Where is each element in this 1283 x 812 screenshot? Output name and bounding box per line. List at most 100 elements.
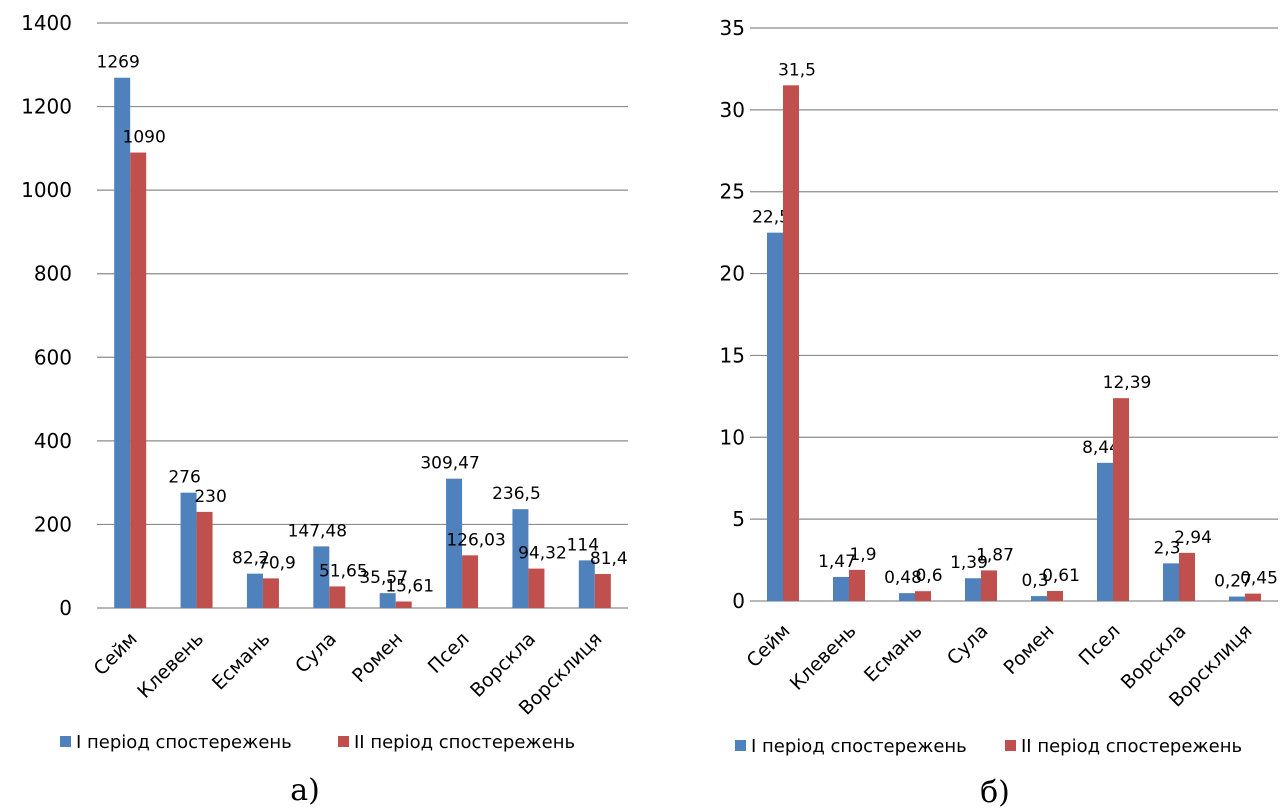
data-label: 82,2 <box>232 549 270 569</box>
chart-2: 0 5 10 15 20 25 30 35 22,5 31,5 Сейм 1,471,9 Клевень… <box>720 16 1278 810</box>
data-label: 0,45 <box>1240 569 1278 589</box>
bar-period-2 <box>196 511 213 608</box>
y-tick-label: 0 <box>732 589 745 613</box>
bar-period-1 <box>833 576 849 601</box>
chart-1: 0 200 400 600 800 1000 1200 1400 1269 1090 Сейм 276… <box>21 11 628 808</box>
y-tick-label: 35 <box>720 16 745 40</box>
data-label: 147,48 <box>288 521 347 541</box>
data-label: 12,39 <box>1103 373 1152 393</box>
data-label: 2,3 <box>1153 538 1180 558</box>
data-label: 81,4 <box>590 549 628 569</box>
y-tick-label: 600 <box>34 345 72 369</box>
bar-period-2 <box>262 578 279 608</box>
y-tick-label: 15 <box>720 343 745 367</box>
data-label: 8,44 <box>1082 438 1120 458</box>
bar-period-1 <box>180 492 197 608</box>
data-label: 0,6 <box>915 566 942 586</box>
x-category-label: Сула <box>291 628 341 678</box>
bar-period-2 <box>849 569 865 601</box>
y-tick-label: 25 <box>720 180 745 204</box>
bar-period-1 <box>379 593 396 608</box>
x-category-label: Сейм <box>90 628 142 680</box>
x-category-label: Псел <box>424 628 474 678</box>
y-tick-label: 20 <box>720 262 745 286</box>
legend-label: II період спостережень <box>1021 736 1242 757</box>
data-label: 1,47 <box>818 552 856 572</box>
x-category-label: Псел <box>1075 620 1125 670</box>
bar-period-1 <box>446 478 463 608</box>
bar-period-2 <box>130 152 147 609</box>
x-category-label: Клевень <box>786 620 861 695</box>
panel-caption: а) <box>290 773 320 808</box>
data-label: 70,9 <box>258 553 296 573</box>
bar-period-1 <box>767 232 783 601</box>
data-label: 114 <box>567 535 599 555</box>
data-label: 1,39 <box>950 553 988 573</box>
legend-label: I період спостережень <box>76 732 292 753</box>
y-tick-label: 1000 <box>21 178 72 202</box>
bar-period-1 <box>313 546 330 608</box>
x-category-label: Сула <box>943 620 993 670</box>
data-label: 1090 <box>123 128 166 148</box>
data-label: 276 <box>168 468 200 488</box>
data-label: 1,87 <box>976 545 1014 565</box>
bar-period-2 <box>462 555 479 608</box>
data-label: 0,61 <box>1042 566 1080 586</box>
y-tick-label: 1400 <box>21 11 72 35</box>
data-label: 0,27 <box>1214 572 1252 592</box>
x-category-label: Есмань <box>860 620 927 687</box>
bar-period-2 <box>783 85 799 602</box>
x-category-label: Ромен <box>348 628 407 687</box>
legend-label: I період спостережень <box>751 736 967 757</box>
data-label: 15,61 <box>385 576 434 596</box>
panel-caption: б) <box>980 775 1010 810</box>
bar-period-2 <box>915 591 931 601</box>
bar-period-2 <box>594 573 611 608</box>
data-label: 126,03 <box>446 530 505 550</box>
x-category-label: Есмань <box>208 628 275 695</box>
legend-label: II період спостережень <box>354 732 575 753</box>
bar-period-1 <box>1031 596 1047 601</box>
data-label: 22,5 <box>752 208 790 228</box>
bar-period-1 <box>1097 462 1113 601</box>
data-label: 1,9 <box>849 545 876 565</box>
x-category-label: Ромен <box>999 620 1058 679</box>
y-tick-label: 400 <box>34 429 72 453</box>
data-label: 230 <box>194 487 226 507</box>
bar-period-1 <box>512 509 529 608</box>
data-label: 94,32 <box>518 544 567 564</box>
legend-swatch <box>735 740 746 751</box>
legend-swatch <box>1005 740 1016 751</box>
legend-swatch <box>338 736 349 747</box>
data-label: 236,5 <box>492 484 541 504</box>
data-label: 31,5 <box>778 60 816 80</box>
bar-period-1 <box>965 578 981 601</box>
data-label: 51,65 <box>319 561 368 581</box>
y-tick-label: 1200 <box>21 95 72 119</box>
bar-period-1 <box>114 77 131 609</box>
bar-period-2 <box>1113 398 1129 601</box>
x-category-label: Сейм <box>742 620 794 672</box>
y-tick-label: 30 <box>720 98 745 122</box>
y-tick-label: 0 <box>59 596 72 620</box>
bar-period-1 <box>1163 563 1179 601</box>
bar-period-2 <box>981 570 997 601</box>
data-label: 35,57 <box>359 568 408 588</box>
data-label: 2,94 <box>1174 528 1212 548</box>
y-tick-label: 800 <box>34 262 72 286</box>
data-label: 0,48 <box>884 568 922 588</box>
bar-period-2 <box>1179 552 1195 601</box>
bar-period-1 <box>578 560 595 608</box>
bar-period-1 <box>899 593 915 601</box>
y-tick-label: 200 <box>34 512 72 536</box>
bar-period-2 <box>395 601 412 608</box>
bar-period-2 <box>329 586 346 608</box>
x-category-label: Клевень <box>133 628 208 703</box>
y-tick-label: 10 <box>720 425 745 449</box>
bar-period-2 <box>1047 591 1063 601</box>
bar-period-1 <box>246 573 263 608</box>
legend-swatch <box>60 736 71 747</box>
bar-period-2 <box>528 568 545 608</box>
data-label: 309,47 <box>420 454 479 474</box>
